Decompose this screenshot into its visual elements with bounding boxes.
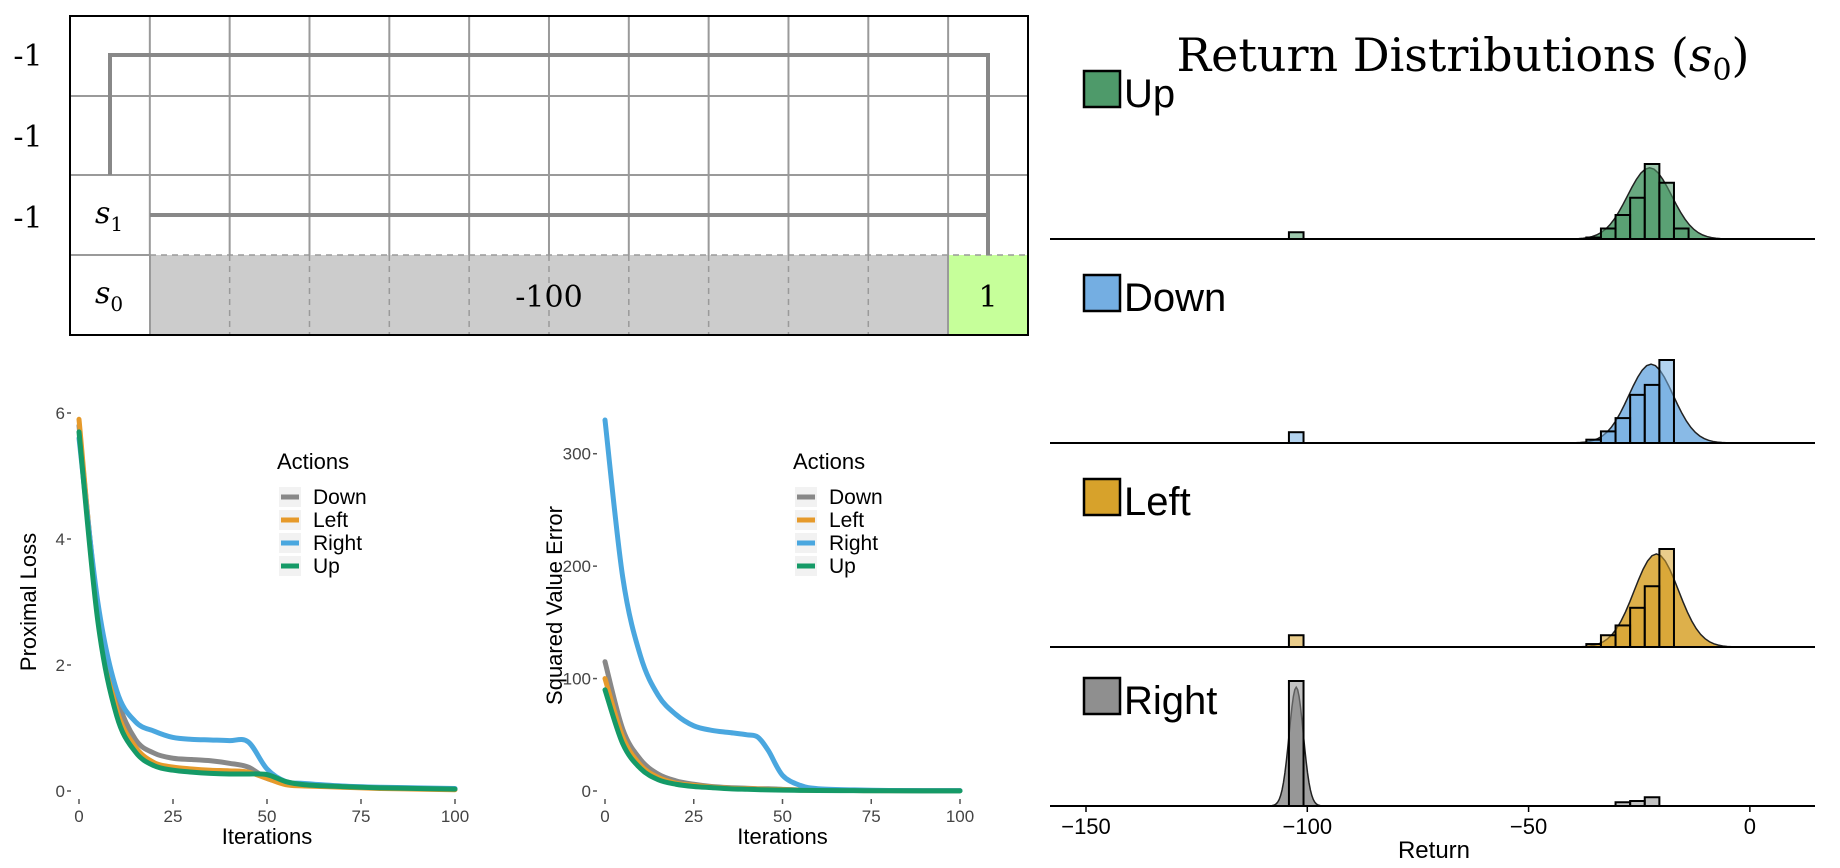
return-title-sub: 0: [1712, 53, 1731, 88]
y-tick-label: 0: [56, 782, 65, 801]
hist-bin-down: [1599, 430, 1617, 445]
series-line-up: [602, 687, 963, 794]
proximal-loss-chart: 0 25 50 75 100 0 2 4 6 Iterations Proximal Loss Act…: [16, 404, 469, 849]
series-line-up: [76, 429, 458, 792]
legend-label-right: Right: [313, 532, 362, 555]
legend-label-left: Left: [829, 509, 864, 532]
x-tick-label: 25: [684, 807, 703, 826]
legend-label-down: Down: [313, 486, 367, 509]
y-tick-label: 4: [56, 530, 65, 549]
x-tick-label: 25: [164, 807, 183, 826]
series-line-down: [76, 423, 458, 792]
hist-bin-right: [1287, 680, 1305, 807]
x-tick-label: 100: [441, 807, 469, 826]
state-label-s0: s0: [95, 276, 123, 316]
goal-cell: [948, 255, 1028, 335]
row-reward-2: -1: [13, 201, 42, 236]
x-tick-label: 0: [600, 807, 609, 826]
hist-bin-up: [1287, 231, 1305, 240]
goal-label: 1: [978, 280, 997, 315]
return-title: Return Distributions (s0): [1176, 28, 1749, 88]
y-tick-label: 300: [563, 445, 591, 464]
y-tick-label: 6: [56, 404, 65, 423]
y-axis-label: Proximal Loss: [16, 533, 41, 671]
hist-bin-left: [1643, 585, 1661, 648]
legend-swatch-right: [1082, 676, 1122, 716]
legend-label-down: Down: [829, 486, 883, 509]
x-tick-label: 50: [773, 807, 792, 826]
series-line-right: [602, 417, 963, 794]
y-tick-label: 100: [563, 670, 591, 689]
squared-value-error-chart: 0 25 50 75 100 0 100 200 300 Iterations Squared Va…: [542, 417, 974, 849]
x-tick-label: −150: [1061, 814, 1111, 839]
legend-swatch-left: [1082, 477, 1122, 517]
x-axis-label: Iterations: [737, 824, 828, 849]
panel-label-up: Up: [1124, 72, 1175, 116]
legend-label-right: Right: [829, 532, 878, 555]
state-label-s1-sub: 1: [110, 212, 123, 236]
hist-bin-right: [1643, 796, 1661, 807]
x-tick-label: 50: [258, 807, 277, 826]
row-reward-1: -1: [13, 120, 42, 155]
legend-title: Actions: [793, 449, 865, 474]
hist-bin-left: [1658, 548, 1675, 648]
hist-bin-up: [1629, 196, 1646, 240]
hist-bin-left: [1614, 624, 1632, 649]
cliff-label: -100: [515, 280, 582, 315]
x-axis-label: Iterations: [222, 824, 313, 849]
return-distributions-chart: Return Distributions (s0) Up Down Left Righ…: [1050, 28, 1815, 864]
legend-label-up: Up: [829, 555, 856, 578]
x-axis-label: Return: [1398, 837, 1470, 864]
hist-bin-left: [1629, 606, 1646, 648]
state-label-s0-sub: 0: [110, 292, 123, 316]
x-tick-label: 0: [74, 807, 83, 826]
panel-label-right: Right: [1124, 679, 1217, 723]
panel-label-down: Down: [1124, 276, 1226, 320]
hist-bin-down: [1629, 393, 1646, 444]
legend-title: Actions: [277, 449, 349, 474]
hist-bin-left: [1599, 634, 1617, 648]
hist-bin-up: [1658, 181, 1675, 240]
y-axis-label: Squared Value Error: [542, 506, 567, 705]
return-title-close: ): [1732, 28, 1750, 82]
legend-label-up: Up: [313, 555, 340, 578]
panel-label-left: Left: [1124, 480, 1191, 524]
x-tick-label: 100: [946, 807, 974, 826]
legend-swatch-up: [1082, 69, 1122, 109]
hist-bin-up: [1643, 163, 1661, 240]
series-line-left: [76, 416, 458, 793]
y-tick-label: 200: [563, 557, 591, 576]
legend-swatch-down: [1082, 273, 1122, 313]
hist-bin-left: [1287, 634, 1305, 648]
hist-bin-up: [1599, 227, 1617, 240]
x-tick-label: 75: [862, 807, 881, 826]
row-reward-0: -1: [13, 39, 42, 74]
legend-label-left: Left: [313, 509, 348, 532]
hist-bin-down: [1658, 359, 1675, 444]
x-tick-label: −50: [1510, 814, 1547, 839]
hist-bin-up: [1614, 214, 1632, 240]
hist-bin-up: [1672, 227, 1690, 240]
x-tick-label: −100: [1283, 814, 1333, 839]
hist-bin-down: [1614, 417, 1632, 445]
return-title-s: s: [1689, 28, 1713, 82]
hist-bin-down: [1643, 383, 1661, 444]
gridworld-border: [69, 15, 1029, 336]
x-tick-label: 75: [352, 807, 371, 826]
x-tick-label: 0: [1744, 814, 1756, 839]
gridworld: -1 -1 -1 s1 s0 -100 1: [13, 15, 1029, 336]
y-tick-label: 2: [56, 656, 65, 675]
y-tick-label: 0: [582, 782, 591, 801]
optimal-path: [108, 53, 990, 255]
hist-bin-down: [1287, 431, 1305, 444]
state-label-s1: s1: [95, 196, 123, 236]
